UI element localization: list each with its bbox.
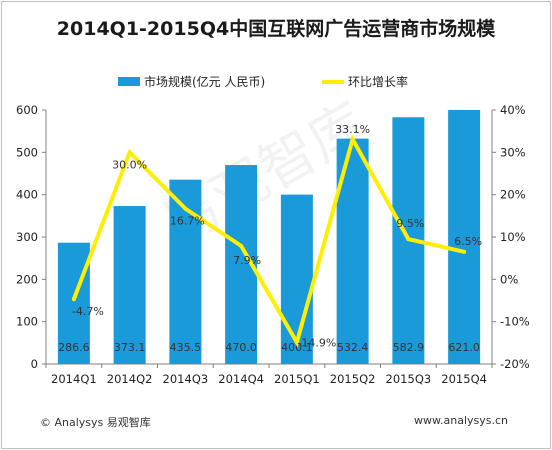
x-tick-label: 2015Q2 bbox=[330, 372, 376, 386]
line-value-label: 33.1% bbox=[335, 123, 370, 136]
y-right-tick-label: 30% bbox=[500, 145, 526, 159]
line-value-label: 9.5% bbox=[396, 217, 424, 230]
x-tick-label: 2014Q4 bbox=[218, 372, 264, 386]
line-point bbox=[350, 137, 355, 142]
bar-value-label: 373.1 bbox=[114, 341, 146, 354]
bar-value-label: 286.6 bbox=[58, 341, 90, 354]
line-point bbox=[183, 206, 188, 211]
bar bbox=[113, 206, 146, 364]
chart-title: 2014Q1-2015Q4中国互联网广告运营商市场规模 bbox=[56, 18, 496, 40]
y-right-tick-label: 40% bbox=[500, 103, 526, 117]
line-value-label: 6.5% bbox=[454, 235, 482, 248]
bar-value-label: 582.9 bbox=[393, 341, 425, 354]
y-left-tick-label: 600 bbox=[16, 103, 38, 117]
x-tick-label: 2014Q2 bbox=[107, 372, 153, 386]
growth-rate-line bbox=[72, 133, 465, 348]
line-value-label: 7.9% bbox=[233, 254, 261, 267]
line-point bbox=[406, 237, 411, 242]
y-left-tick-label: 100 bbox=[16, 315, 38, 329]
y-left-tick-label: 200 bbox=[16, 272, 38, 286]
line-value-label: 30.0% bbox=[112, 158, 147, 171]
y-right-tick-label: 20% bbox=[500, 188, 526, 202]
bar-value-label: 470.0 bbox=[225, 341, 257, 354]
legend-label-line: 环比增长率 bbox=[348, 75, 409, 89]
y-left-tick-label: 300 bbox=[16, 230, 38, 244]
bar-value-label: 435.5 bbox=[170, 341, 202, 354]
x-tick-label: 2015Q3 bbox=[386, 372, 432, 386]
line-point bbox=[462, 249, 467, 254]
bar-value-label: 621.0 bbox=[448, 341, 480, 354]
bar-value-label: 400.1 bbox=[281, 341, 313, 354]
bar bbox=[448, 110, 481, 364]
x-tick-label: 2015Q1 bbox=[274, 372, 320, 386]
line-point bbox=[127, 150, 132, 155]
x-tick-label: 2014Q1 bbox=[51, 372, 97, 386]
y-left-tick-label: 500 bbox=[16, 145, 38, 159]
legend-swatch-line bbox=[322, 79, 344, 84]
line-value-label: 16.7% bbox=[170, 215, 205, 228]
bar bbox=[336, 138, 369, 364]
line-point bbox=[239, 243, 244, 248]
line-point bbox=[294, 340, 299, 345]
legend-label-bar: 市场规模(亿元 人民币) bbox=[144, 75, 266, 89]
footer-url: www.analysys.cn bbox=[414, 414, 508, 427]
legend-item-line: 环比增长率 bbox=[322, 73, 408, 90]
legend-item-bar: 市场规模(亿元 人民币) bbox=[118, 73, 265, 90]
line-value-label: -14.9% bbox=[297, 336, 336, 349]
line-point bbox=[71, 297, 76, 302]
x-tick-label: 2014Q3 bbox=[163, 372, 209, 386]
x-tick-label: 2015Q4 bbox=[441, 372, 487, 386]
bar-value-label: 532.4 bbox=[337, 341, 369, 354]
legend-swatch-bar bbox=[118, 77, 140, 86]
line-value-label: -4.7% bbox=[72, 305, 104, 318]
y-left-tick-label: 400 bbox=[16, 188, 38, 202]
y-right-tick-label: 10% bbox=[500, 230, 526, 244]
footer-copyright: © Analysys 易观智库 bbox=[40, 416, 151, 429]
bar bbox=[57, 242, 90, 364]
y-right-tick-label: 0% bbox=[500, 272, 518, 286]
y-left-tick-label: 0 bbox=[31, 357, 38, 371]
y-right-tick-label: -10% bbox=[500, 315, 530, 329]
y-right-tick-label: -20% bbox=[500, 357, 530, 371]
